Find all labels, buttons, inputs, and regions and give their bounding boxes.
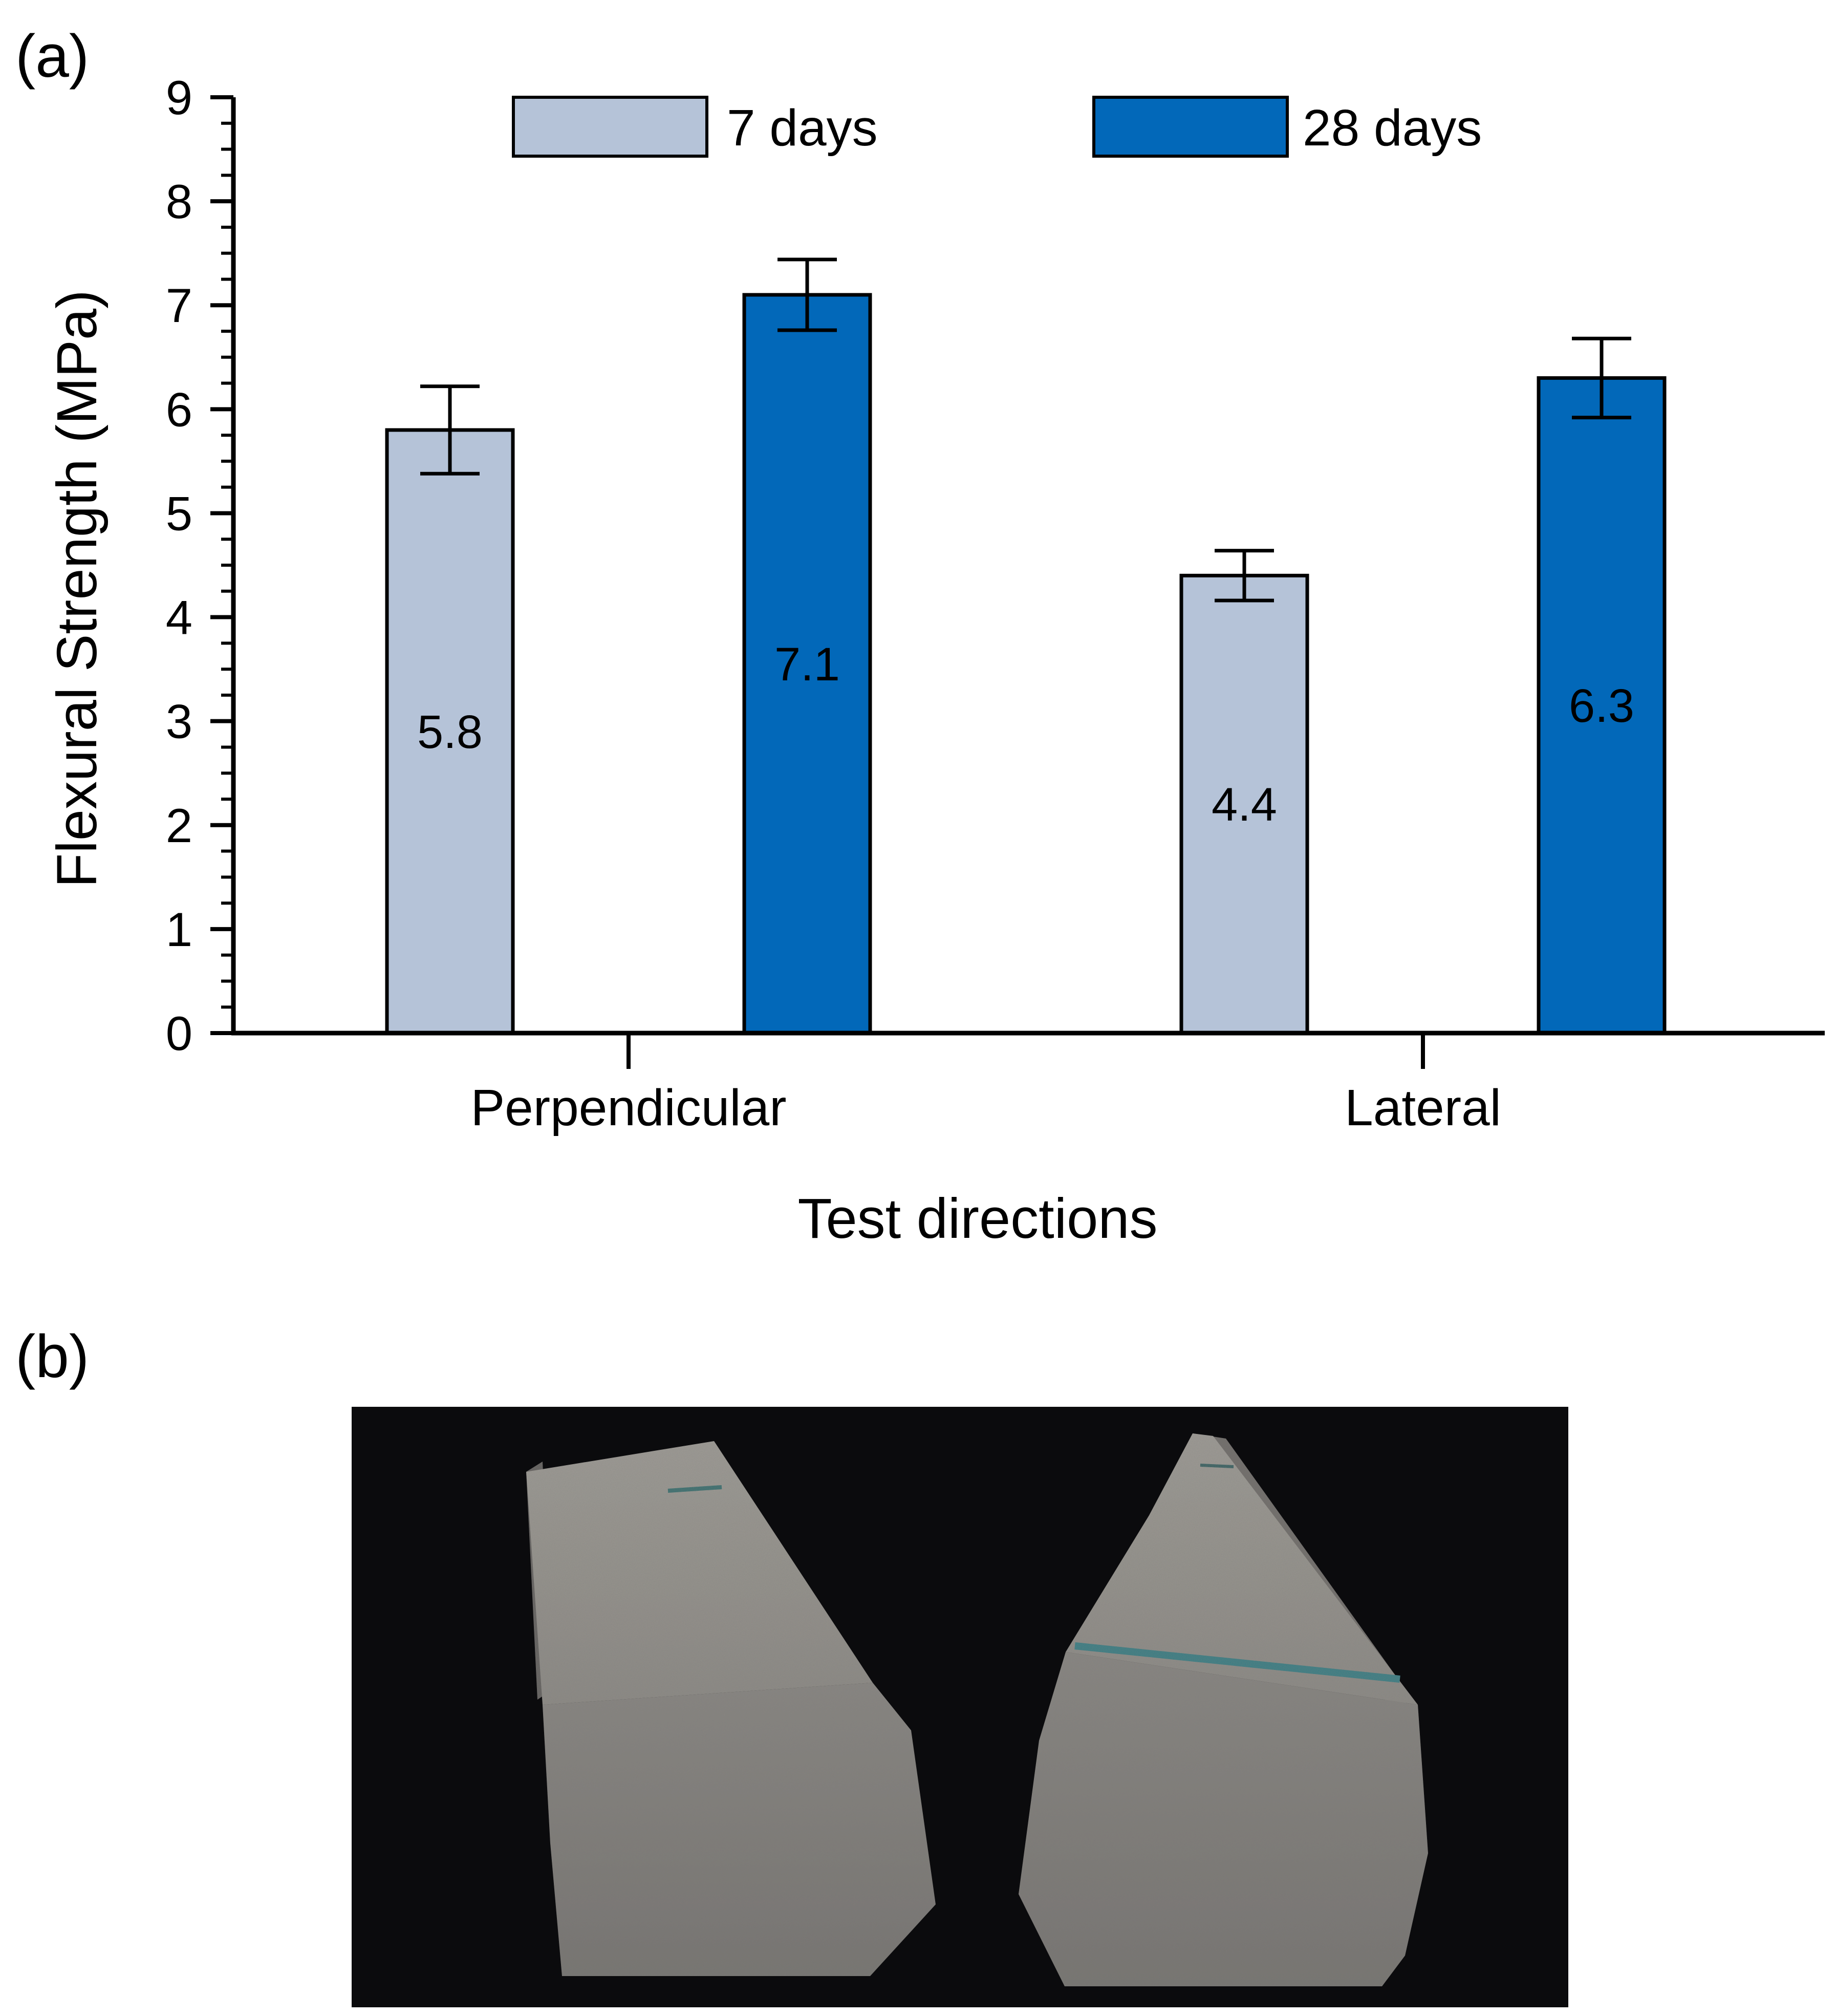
legend-swatch-7-days [512, 96, 708, 158]
y-tick-label: 1 [166, 903, 192, 956]
bars [385, 293, 1667, 1035]
data-label: 6.3 [1569, 680, 1634, 732]
bar [742, 293, 872, 1035]
left-prism-marker-line [667, 1485, 722, 1493]
left-prism-top-face [526, 1441, 873, 1705]
y-axis-title: Flexural Strength (MPa) [46, 290, 109, 888]
y-tick-label: 9 [166, 71, 192, 124]
bar [1179, 573, 1309, 1035]
y-tick-label: 7 [166, 278, 192, 332]
x-tick-label: Perpendicular [470, 1079, 786, 1136]
legend-label-7-days: 7 days [727, 99, 878, 157]
bar [1537, 376, 1667, 1035]
x-axis-ticks: Perpendicular Lateral [470, 1033, 1501, 1136]
y-tick-label: 4 [166, 591, 192, 645]
y-tick-label: 3 [166, 695, 192, 748]
right-prism-top-face [1066, 1433, 1418, 1705]
y-tick-label: 5 [166, 486, 192, 540]
y-tick-label: 0 [166, 1006, 192, 1060]
x-tick-label: Lateral [1345, 1079, 1501, 1136]
right-prism-fracture-face [1019, 1652, 1428, 1986]
broken-concrete-prisms-photo [526, 1433, 1428, 1986]
legend-label-28-days: 28 days [1303, 99, 1482, 157]
data-label: 4.4 [1212, 779, 1277, 831]
legend: 7 days 28 days [512, 96, 1482, 158]
left-prism-fracture-face [543, 1683, 936, 1976]
right-prism-marker-line [1074, 1642, 1400, 1683]
y-tick-label: 8 [166, 175, 192, 228]
right-prism-marker-line-top [1200, 1464, 1234, 1468]
panel-b-label: (b) [15, 1323, 89, 1390]
error-bars [420, 258, 1631, 603]
y-axis-ticks: 0 1 2 3 4 5 6 7 8 9 [166, 71, 233, 1060]
data-label: 7.1 [774, 638, 840, 691]
legend-swatch-28-days [1092, 96, 1289, 158]
data-labels: 5.8 7.1 4.4 6.3 [417, 638, 1634, 831]
x-axis-title: Test directions [797, 1187, 1157, 1250]
bar-chart: 0 1 2 3 4 5 6 7 8 9 5.8 7.1 4.4 6.3 Perpendicular Lat… [46, 71, 1825, 1250]
y-tick-label: 2 [166, 799, 192, 852]
y-tick-label: 6 [166, 382, 192, 436]
photo-panel [352, 1407, 1568, 2007]
panel-a-label: (a) [15, 23, 89, 90]
data-label: 5.8 [417, 706, 483, 758]
